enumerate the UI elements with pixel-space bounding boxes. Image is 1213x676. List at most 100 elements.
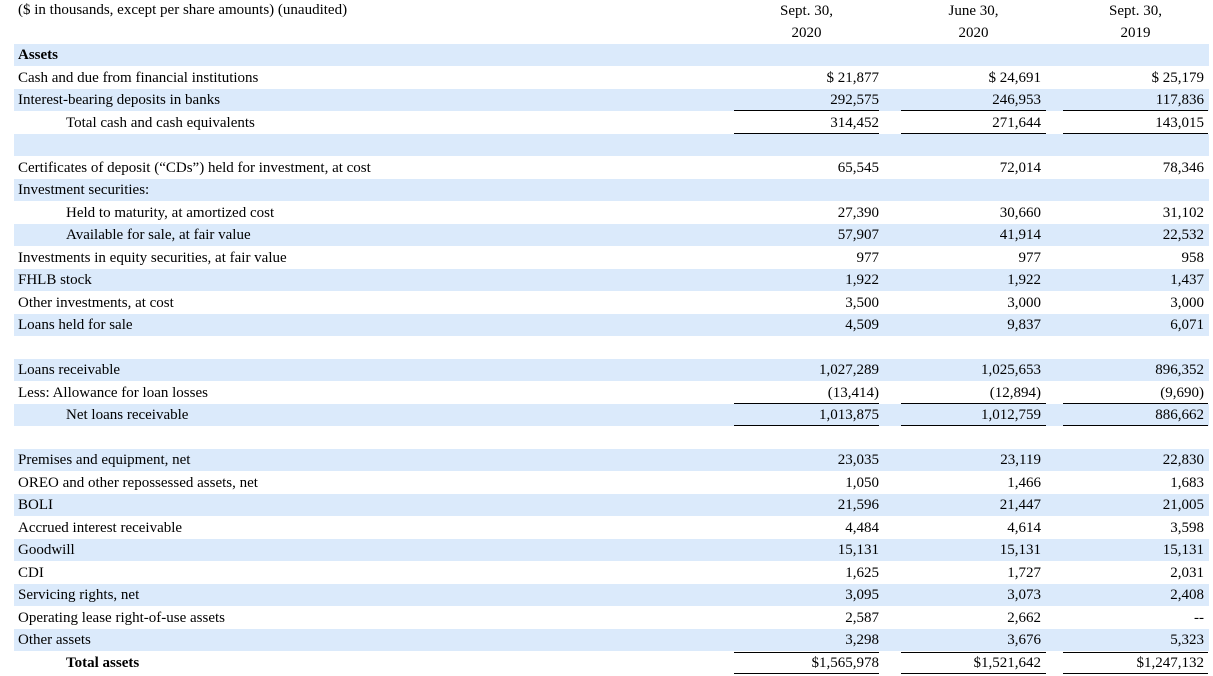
total-rule	[734, 672, 879, 674]
row-label: BOLI	[18, 497, 53, 513]
row-label: Total assets	[66, 654, 140, 671]
table-row: Available for sale, at fair value 57,907 4…	[0, 224, 1213, 246]
row-shading	[14, 539, 1209, 561]
row-value: 3,073	[1007, 587, 1041, 603]
spacer-row	[0, 427, 1213, 449]
table-row: Net loans receivable 1,013,875 1,012,759 88…	[0, 404, 1213, 426]
table-row: BOLI 21,596 21,447 21,005	[0, 494, 1213, 516]
row-label: Servicing rights, net	[18, 587, 140, 603]
row-label: Assets	[18, 47, 58, 63]
row-shading	[14, 89, 1209, 111]
row-value: --	[1194, 609, 1204, 626]
row-label: Loans receivable	[18, 362, 121, 378]
column-header-line2: 2019	[1120, 25, 1151, 41]
column-header-line1: June 30,	[948, 3, 999, 19]
row-label: CDI	[18, 564, 44, 581]
row-value: 1,625	[845, 564, 879, 581]
row-value: 2,662	[1007, 609, 1041, 626]
row-value: 3,598	[1170, 519, 1204, 536]
row-shading	[14, 44, 1209, 66]
row-label: Net loans receivable	[66, 407, 189, 423]
row-label: Operating lease right-of-use assets	[18, 609, 226, 626]
table-caption: ($ in thousands, except per share amount…	[18, 2, 348, 18]
row-shading	[14, 269, 1209, 291]
row-value: 6,071	[1170, 317, 1204, 333]
row-value: 886,662	[1155, 407, 1204, 423]
row-value: 3,095	[845, 587, 879, 603]
table-row: Assets	[0, 44, 1213, 66]
row-value: 271,644	[992, 114, 1041, 131]
row-shading	[14, 224, 1209, 246]
row-value: 1,683	[1170, 474, 1204, 491]
row-value: $ 25,179	[1151, 69, 1205, 86]
row-label: FHLB stock	[18, 272, 92, 288]
table-row: Investments in equity securities, at fai…	[0, 247, 1213, 269]
total-rule	[901, 402, 1046, 404]
column-header-sept-2019: Sept. 30, 2019	[1063, 0, 1208, 47]
table-row: CDI 1,625 1,727 2,031	[0, 562, 1213, 584]
row-value: 22,830	[1162, 452, 1204, 468]
row-value: 1,466	[1007, 474, 1041, 491]
row-value: (9,690)	[1160, 384, 1204, 401]
row-value: 1,013,875	[819, 407, 879, 423]
row-value: 9,837	[1007, 317, 1041, 333]
table-row: Certificates of deposit (“CDs”) held for…	[0, 157, 1213, 179]
row-value: 2,408	[1170, 587, 1204, 603]
table-row: Servicing rights, net 3,095 3,073 2,408	[0, 584, 1213, 606]
table-row: Total assets $1,565,978 $1,521,642 $1,247,1…	[0, 651, 1213, 674]
row-shading	[14, 314, 1209, 336]
row-label: Available for sale, at fair value	[66, 227, 251, 243]
total-rule	[1063, 651, 1208, 653]
row-value: 31,102	[1162, 204, 1204, 221]
row-value: 977	[1018, 249, 1042, 266]
table-row: Cash and due from financial institutions…	[0, 67, 1213, 89]
row-value: 21,596	[837, 497, 879, 513]
row-label: Accrued interest receivable	[18, 519, 183, 536]
row-value: 22,532	[1162, 227, 1204, 243]
row-value: 23,119	[1000, 452, 1041, 468]
row-label: Other investments, at cost	[18, 294, 174, 311]
row-value: 3,000	[1170, 294, 1204, 311]
row-value: 15,131	[1162, 542, 1204, 558]
table-row: Total cash and cash equivalents 314,452 27…	[0, 112, 1213, 134]
spacer-row	[0, 337, 1213, 359]
row-label: Cash and due from financial institutions	[18, 69, 259, 86]
row-value: $ 21,877	[826, 69, 880, 86]
row-value: 1,025,653	[981, 362, 1041, 378]
total-rule	[734, 132, 879, 134]
row-shading	[14, 134, 1209, 156]
row-label: Other assets	[18, 632, 91, 648]
row-shading	[14, 449, 1209, 471]
row-value: 4,509	[845, 317, 879, 333]
row-value: 65,545	[837, 159, 879, 176]
row-value: 15,131	[837, 542, 879, 558]
row-value: $1,247,132	[1136, 654, 1205, 671]
table-row: Held to maturity, at amortized cost 27,39…	[0, 202, 1213, 224]
total-rule	[1063, 402, 1208, 404]
row-value: 1,012,759	[981, 407, 1041, 423]
row-value: 1,050	[845, 474, 879, 491]
table-row: Less: Allowance for loan losses (13,414) (…	[0, 382, 1213, 404]
row-value: 15,131	[999, 542, 1041, 558]
row-value: 1,027,289	[819, 362, 879, 378]
table-row: Other investments, at cost 3,500 3,000 3,00…	[0, 292, 1213, 314]
row-label: Investments in equity securities, at fai…	[18, 249, 287, 266]
row-shading	[14, 584, 1209, 606]
row-value: 896,352	[1155, 362, 1204, 378]
total-rule	[901, 651, 1046, 653]
total-rule	[734, 651, 879, 653]
row-label: Held to maturity, at amortized cost	[66, 204, 275, 221]
row-value: 1,922	[1007, 272, 1041, 288]
row-value: 3,676	[1007, 632, 1041, 648]
row-value: 2,031	[1170, 564, 1204, 581]
row-value: 2,587	[845, 609, 879, 626]
table-row: OREO and other repossessed assets, net 1,…	[0, 472, 1213, 494]
column-header-sept-2020: Sept. 30, 2020	[734, 0, 879, 47]
table-row: Loans held for sale 4,509 9,837 6,071	[0, 314, 1213, 336]
total-rule	[901, 132, 1046, 134]
row-label: Interest-bearing deposits in banks	[18, 92, 221, 108]
total-rule	[734, 110, 879, 111]
row-value: 246,953	[992, 92, 1041, 108]
column-header-line2: 2020	[958, 25, 989, 41]
total-rule	[901, 672, 1046, 674]
